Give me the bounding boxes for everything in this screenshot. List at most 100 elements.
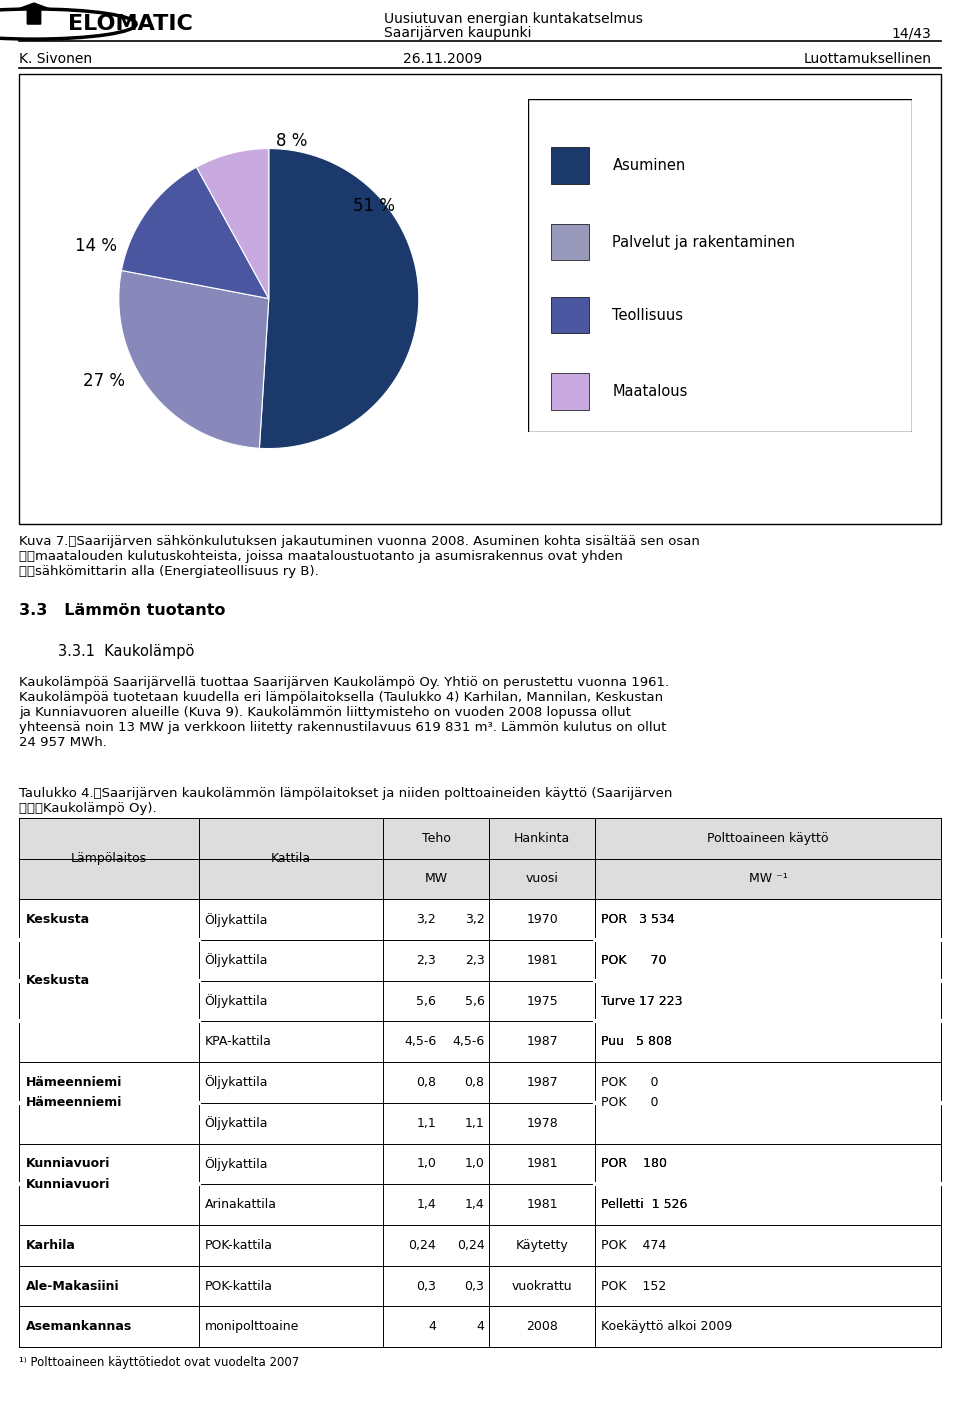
Text: Hämeenniemi: Hämeenniemi (26, 1075, 122, 1090)
Text: MW: MW (424, 873, 447, 886)
Text: 3.3   Lämmön tuotanto: 3.3 Lämmön tuotanto (19, 603, 226, 618)
Text: 3.3.1  Kaukolämpö: 3.3.1 Kaukolämpö (58, 644, 194, 659)
Wedge shape (119, 270, 269, 449)
Text: 5,6: 5,6 (465, 995, 485, 1007)
Text: 4,5-6: 4,5-6 (404, 1036, 436, 1049)
Text: 1,4: 1,4 (417, 1199, 436, 1211)
Text: 1,1: 1,1 (465, 1116, 485, 1129)
Text: 4: 4 (428, 1320, 436, 1333)
Text: Ale-Makasiini: Ale-Makasiini (26, 1279, 120, 1292)
Bar (551, 147, 589, 184)
Text: Taulukko 4.	Saarijärven kaukolämmön lämpölaitokset ja niiden polttoaineiden käyt: Taulukko 4. Saarijärven kaukolämmön lämp… (19, 787, 673, 815)
Text: 1,1: 1,1 (417, 1116, 436, 1129)
Text: Kuva 7.	Saarijärven sähkönkulutuksen jakautuminen vuonna 2008. Asuminen kohta si: Kuva 7. Saarijärven sähkönkulutuksen jak… (19, 535, 700, 577)
Text: K. Sivonen: K. Sivonen (19, 52, 92, 67)
Text: Uusiutuvan energian kuntakatselmus: Uusiutuvan energian kuntakatselmus (384, 11, 643, 25)
Text: Kattila: Kattila (271, 852, 311, 865)
Text: Hämeenniemi: Hämeenniemi (26, 1097, 122, 1109)
Text: Maatalous: Maatalous (612, 383, 688, 399)
Text: 1987: 1987 (526, 1075, 558, 1090)
Text: 1970: 1970 (526, 913, 558, 927)
Text: Palvelut ja rakentaminen: Palvelut ja rakentaminen (612, 235, 796, 249)
Text: Saarijärven kaupunki: Saarijärven kaupunki (384, 27, 532, 40)
Text: Käytetty: Käytetty (516, 1238, 568, 1252)
Text: 2,3: 2,3 (465, 954, 485, 966)
Text: 3,2: 3,2 (465, 913, 485, 927)
Text: ELOMATIC: ELOMATIC (67, 14, 192, 34)
Text: Turve 17 223: Turve 17 223 (601, 995, 683, 1007)
Wedge shape (197, 149, 269, 299)
Text: 1978: 1978 (526, 1116, 558, 1129)
Text: 1981: 1981 (526, 1157, 558, 1170)
Text: monipolttoaine: monipolttoaine (204, 1320, 300, 1333)
Text: Lämpölaitos: Lämpölaitos (71, 852, 147, 865)
Text: MW ⁻¹: MW ⁻¹ (749, 873, 787, 886)
Text: 2,3: 2,3 (417, 954, 436, 966)
Text: 26.11.2009: 26.11.2009 (403, 52, 483, 67)
Text: Kunniavuori: Kunniavuori (26, 1177, 110, 1191)
Text: 1,0: 1,0 (417, 1157, 436, 1170)
Text: Turve 17 223: Turve 17 223 (601, 995, 683, 1007)
Text: Öljykattila: Öljykattila (204, 913, 268, 927)
Text: Puu   5 808: Puu 5 808 (601, 1036, 672, 1049)
Text: Asuminen: Asuminen (612, 158, 685, 173)
Bar (551, 374, 589, 410)
Text: 0,3: 0,3 (465, 1279, 485, 1292)
Text: 0,24: 0,24 (408, 1238, 436, 1252)
Text: 14 %: 14 % (75, 238, 117, 255)
Text: 4: 4 (476, 1320, 485, 1333)
Text: vuosi: vuosi (526, 873, 559, 886)
Text: 14/43: 14/43 (892, 27, 931, 40)
Text: Öljykattila: Öljykattila (204, 1075, 268, 1090)
Text: POK-kattila: POK-kattila (204, 1279, 273, 1292)
Text: KPA-kattila: KPA-kattila (204, 1036, 272, 1049)
Text: Karhila: Karhila (26, 1238, 76, 1252)
Text: Öljykattila: Öljykattila (204, 995, 268, 1007)
Text: Luottamuksellinen: Luottamuksellinen (804, 52, 931, 67)
Text: Arinakattila: Arinakattila (204, 1199, 276, 1211)
Text: 2008: 2008 (526, 1320, 558, 1333)
Text: 1,0: 1,0 (465, 1157, 485, 1170)
Text: Koekäyttö alkoi 2009: Koekäyttö alkoi 2009 (601, 1320, 732, 1333)
Text: Pelletti  1 526: Pelletti 1 526 (601, 1199, 687, 1211)
Text: POR    180: POR 180 (601, 1157, 667, 1170)
Text: Öljykattila: Öljykattila (204, 1116, 268, 1131)
Text: Kunniavuori: Kunniavuori (26, 1157, 110, 1170)
FancyArrow shape (18, 3, 50, 24)
Text: Pelletti  1 526: Pelletti 1 526 (601, 1199, 687, 1211)
Wedge shape (259, 149, 419, 449)
Text: POK      70: POK 70 (601, 954, 666, 966)
Text: 1981: 1981 (526, 1199, 558, 1211)
Text: 27 %: 27 % (83, 372, 125, 391)
Text: POK-kattila: POK-kattila (204, 1238, 273, 1252)
Text: 4,5-6: 4,5-6 (452, 1036, 485, 1049)
Text: 0,3: 0,3 (417, 1279, 436, 1292)
Text: Puu   5 808: Puu 5 808 (601, 1036, 672, 1049)
Wedge shape (122, 167, 269, 299)
Text: POR   3 534: POR 3 534 (601, 913, 675, 927)
Text: 1987: 1987 (526, 1036, 558, 1049)
Text: Keskusta: Keskusta (26, 974, 90, 988)
Text: Polttoaineen käyttö: Polttoaineen käyttö (708, 832, 828, 845)
Text: 1981: 1981 (526, 954, 558, 966)
Text: POK      0: POK 0 (601, 1075, 659, 1090)
Text: Teollisuus: Teollisuus (612, 307, 684, 323)
Text: Öljykattila: Öljykattila (204, 1157, 268, 1170)
Text: 0,8: 0,8 (465, 1075, 485, 1090)
Bar (551, 297, 589, 334)
Text: POK      70: POK 70 (601, 954, 666, 966)
Text: POR    180: POR 180 (601, 1157, 667, 1170)
Text: POK    152: POK 152 (601, 1279, 666, 1292)
Text: POK    474: POK 474 (601, 1238, 666, 1252)
Text: Asemankannas: Asemankannas (26, 1320, 132, 1333)
Text: 8 %: 8 % (276, 132, 307, 150)
Text: 1,4: 1,4 (465, 1199, 485, 1211)
Text: 1975: 1975 (526, 995, 558, 1007)
Text: ¹⁾ Polttoaineen käyttötiedot ovat vuodelta 2007: ¹⁾ Polttoaineen käyttötiedot ovat vuodel… (19, 1356, 300, 1368)
Text: Teho: Teho (421, 832, 450, 845)
Text: 0,24: 0,24 (457, 1238, 485, 1252)
Text: POK      0: POK 0 (601, 1097, 659, 1109)
Text: 3,2: 3,2 (417, 913, 436, 927)
Text: Hankinta: Hankinta (515, 832, 570, 845)
Text: 0,8: 0,8 (417, 1075, 436, 1090)
